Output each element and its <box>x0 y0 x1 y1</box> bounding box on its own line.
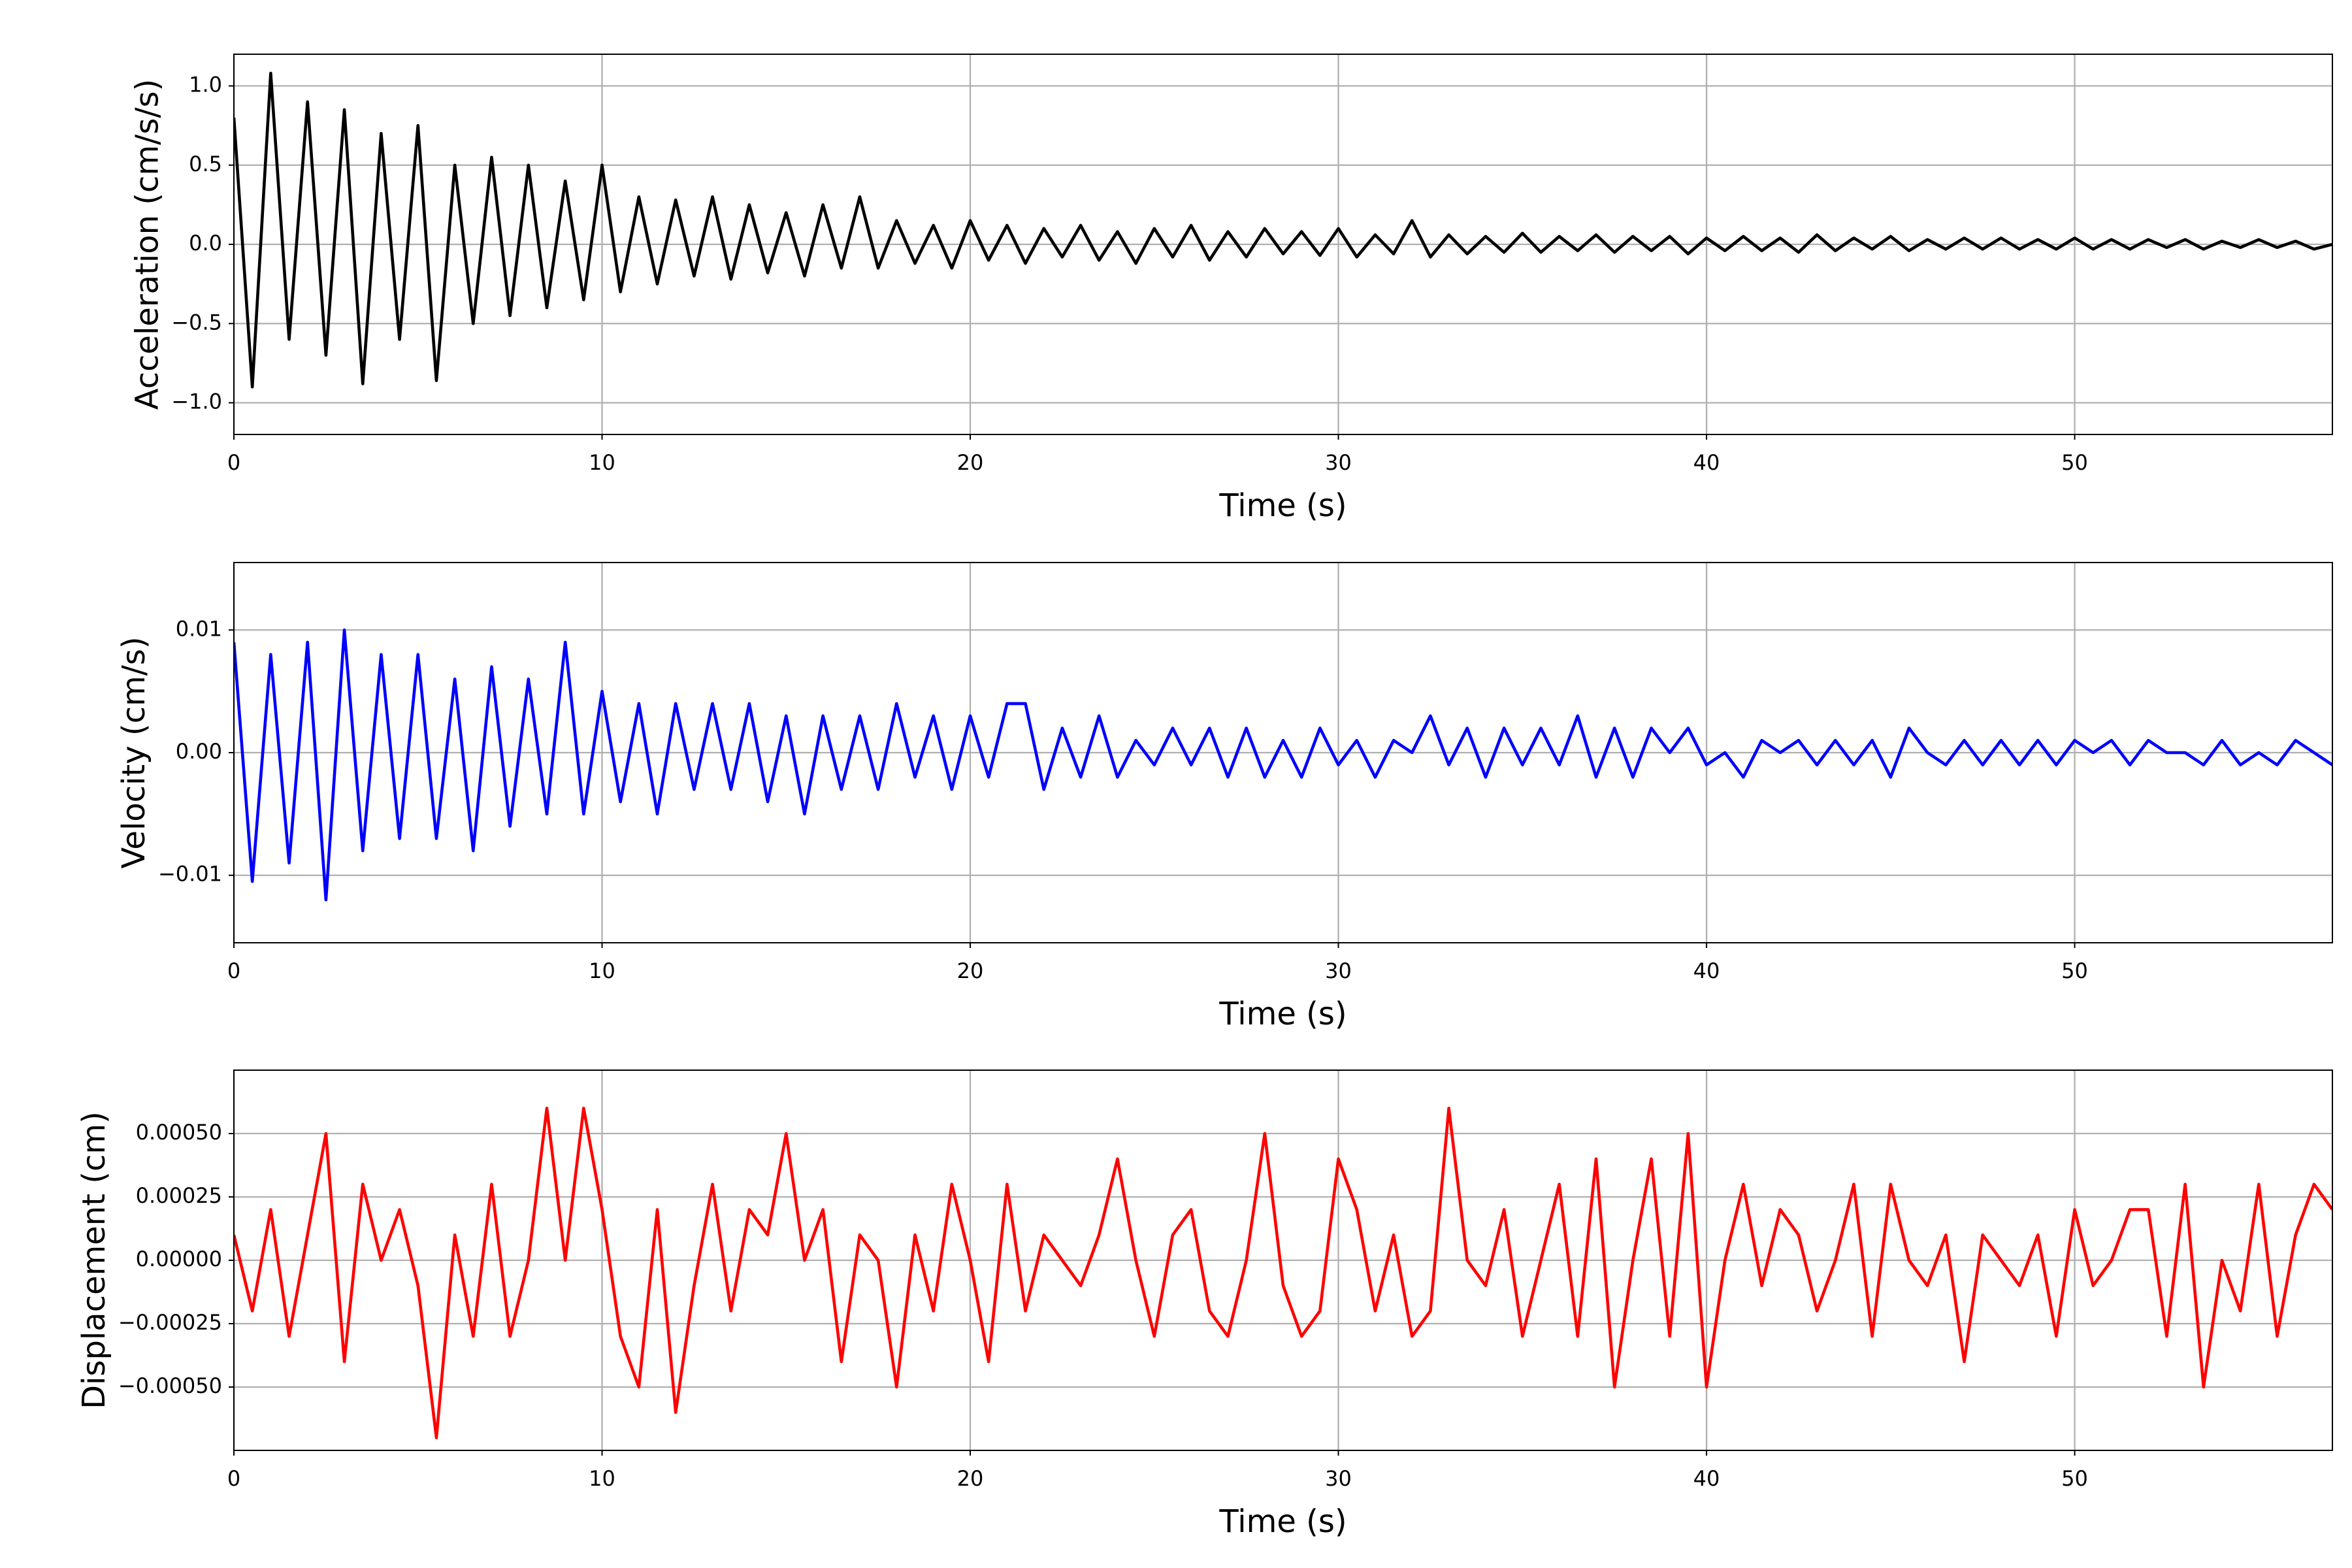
x-tick-label: 20 <box>957 958 984 983</box>
y-tick-label: 0.0 <box>189 231 222 255</box>
x-axis-label: Time (s) <box>1218 996 1347 1032</box>
x-tick-label: 20 <box>957 450 984 475</box>
x-tick-label: 30 <box>1325 958 1352 983</box>
x-tick-label: 40 <box>1693 1466 1720 1491</box>
data-line <box>234 71 2332 389</box>
y-tick-label: 0.5 <box>189 152 222 176</box>
y-tick-label: 1.0 <box>189 73 222 97</box>
y-tick-label: 0.01 <box>176 616 222 641</box>
x-tick-label: 50 <box>2061 450 2088 475</box>
x-tick-label: 0 <box>227 1466 240 1491</box>
x-tick-label: 30 <box>1325 450 1352 475</box>
y-tick-label: −0.5 <box>171 310 222 335</box>
x-tick-label: 20 <box>957 1466 984 1491</box>
x-tick-label: 10 <box>589 1466 615 1491</box>
x-axis-label: Time (s) <box>1218 487 1347 524</box>
y-tick-label: −0.00025 <box>118 1310 222 1335</box>
y-axis-label: Velocity (cm/s) <box>116 636 152 868</box>
y-tick-label: 0.00050 <box>136 1120 222 1145</box>
data-line <box>234 628 2332 902</box>
y-axis-label: Displacement (cm) <box>76 1111 112 1409</box>
x-tick-label: 10 <box>589 958 615 983</box>
x-tick-label: 0 <box>227 958 240 983</box>
y-tick-label: 0.00 <box>176 739 222 764</box>
y-tick-label: 0.00000 <box>136 1247 222 1271</box>
x-axis-label: Time (s) <box>1218 1503 1347 1540</box>
y-tick-label: 0.00025 <box>136 1183 222 1208</box>
x-tick-label: 40 <box>1693 958 1720 983</box>
x-tick-label: 50 <box>2061 958 2088 983</box>
y-tick-label: −1.0 <box>171 389 222 414</box>
x-tick-label: 0 <box>227 450 240 475</box>
axes-frame <box>233 54 2333 435</box>
y-axis-label: Acceleration (cm/s/s) <box>129 79 165 410</box>
y-tick-label: −0.00050 <box>118 1373 222 1398</box>
y-tick-label: −0.01 <box>158 862 222 887</box>
data-line <box>234 1106 2332 1439</box>
axes-frame <box>233 562 2333 943</box>
axes-frame <box>233 1070 2333 1451</box>
x-tick-label: 30 <box>1325 1466 1352 1491</box>
x-tick-label: 40 <box>1693 450 1720 475</box>
x-tick-label: 10 <box>589 450 615 475</box>
x-tick-label: 50 <box>2061 1466 2088 1491</box>
